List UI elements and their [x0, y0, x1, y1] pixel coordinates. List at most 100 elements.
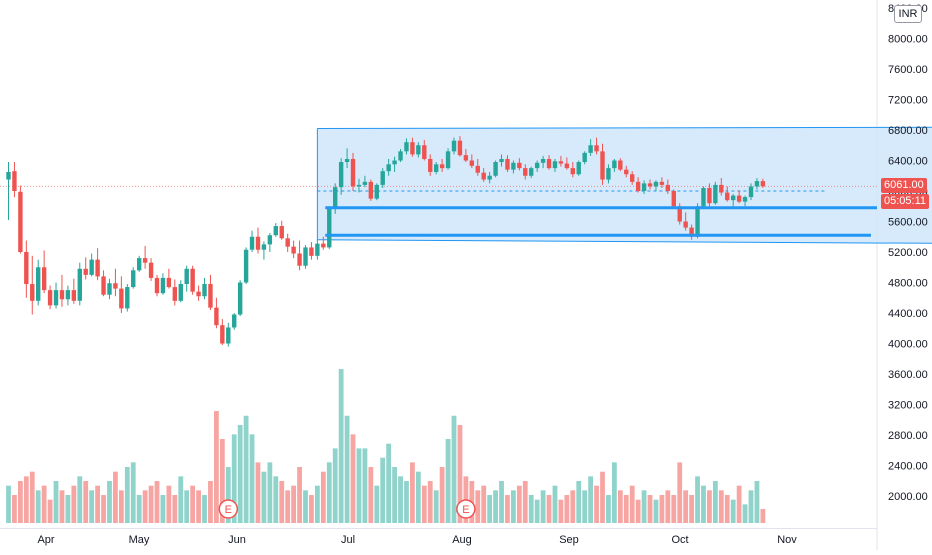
- candle-body: [618, 160, 623, 170]
- volume-bar: [451, 415, 457, 523]
- candle-body: [142, 258, 148, 263]
- candle-body: [297, 253, 302, 266]
- volume-bar: [380, 457, 386, 523]
- candle-body: [321, 243, 326, 248]
- candle-body: [445, 151, 451, 169]
- volume-bar: [202, 495, 207, 523]
- candle-body: [136, 258, 142, 271]
- price-tick-label: 5200.00: [888, 247, 928, 259]
- volume-bar: [344, 415, 350, 523]
- last-price-badge: 6061.00: [881, 178, 927, 194]
- volume-bar: [160, 495, 166, 523]
- candle-body: [380, 171, 385, 185]
- volume-bar: [404, 481, 409, 523]
- month-tick-label: Nov: [777, 534, 797, 546]
- candle-body: [267, 235, 273, 245]
- candle-body: [374, 184, 379, 199]
- month-tick-label: May: [129, 534, 150, 546]
- candle-body: [713, 184, 718, 204]
- candle-body: [606, 168, 611, 180]
- price-channel[interactable]: [0, 126, 932, 244]
- volume-bar: [611, 462, 617, 523]
- bar-countdown-badge: 05:05:11: [881, 194, 930, 210]
- volume-bar: [297, 467, 302, 523]
- candle-body: [730, 195, 736, 201]
- volume-bar: [12, 495, 17, 523]
- volume-bar: [653, 499, 659, 523]
- candle-body: [273, 226, 278, 236]
- volume-bar: [124, 467, 130, 523]
- volume-bar: [528, 495, 534, 523]
- candle-body: [576, 162, 581, 175]
- earnings-marker: [456, 499, 476, 519]
- candle-body: [469, 160, 475, 166]
- candle-body: [386, 164, 391, 172]
- candle-body: [552, 161, 558, 169]
- price-tick-label: 4800.00: [888, 278, 928, 290]
- volume-bar: [136, 495, 142, 523]
- earnings-marker-label: E: [225, 504, 232, 516]
- volume-bar: [671, 495, 677, 523]
- volume-bar: [261, 471, 267, 523]
- price-tick-label: 7200.00: [888, 95, 928, 107]
- candle-body: [689, 227, 694, 237]
- price-tick-label: 2000.00: [888, 491, 928, 503]
- volume-bar: [576, 481, 582, 523]
- volume-bar: [516, 485, 522, 523]
- price-tick-label: 8000.00: [888, 34, 928, 46]
- price-axis[interactable]: 2000.00 2400.00 2800.00 3200.00 3600.00 4000.…: [888, 3, 928, 503]
- candle-body: [220, 325, 225, 344]
- candle-body: [398, 151, 403, 161]
- volume-bar: [35, 490, 41, 523]
- candle-body: [344, 158, 350, 163]
- currency-badge[interactable]: INR: [894, 5, 922, 23]
- candle-body: [754, 181, 760, 187]
- time-axis[interactable]: Apr May Jun Jul Aug Sep Oct Nov: [37, 534, 797, 546]
- volume-bar: [712, 481, 718, 523]
- candle-body: [463, 155, 469, 161]
- volume-bar: [701, 485, 706, 523]
- candle-body: [202, 284, 207, 297]
- candle-body: [523, 168, 528, 176]
- price-tick-label: 4400.00: [888, 308, 928, 320]
- candle-body: [53, 290, 59, 306]
- volume-bar: [564, 495, 570, 523]
- candle-body: [570, 168, 575, 175]
- volume-bar: [600, 471, 605, 523]
- candle-body: [677, 206, 682, 222]
- candle-body: [184, 268, 189, 285]
- volume-bar: [511, 490, 516, 523]
- candle-body: [303, 247, 308, 266]
- candle-body: [748, 186, 754, 198]
- volume-bar: [665, 490, 671, 523]
- candle-body: [131, 270, 136, 288]
- volume-bar: [190, 485, 196, 523]
- volume-bar: [356, 448, 362, 523]
- volume-bar: [6, 485, 11, 523]
- candle-body: [47, 290, 53, 306]
- volume-bar: [362, 448, 368, 523]
- candle-body: [517, 162, 522, 169]
- candle-body: [719, 184, 724, 193]
- volume-bar: [184, 490, 190, 523]
- candle-body: [582, 152, 587, 163]
- volume-bar: [77, 476, 83, 523]
- volume-bar: [570, 490, 576, 523]
- candle-body: [208, 284, 213, 308]
- volume-bar: [208, 481, 213, 523]
- candle-body: [36, 267, 41, 301]
- support-lines[interactable]: [325, 206, 877, 237]
- candle-body: [285, 238, 290, 247]
- volume-bar: [730, 499, 736, 523]
- volume-bar: [279, 481, 285, 523]
- candles: [6, 136, 766, 347]
- volume-bar: [350, 434, 356, 523]
- candle-body: [540, 158, 546, 163]
- candle-body: [125, 287, 130, 309]
- candle-body: [315, 243, 320, 256]
- volume-bar: [505, 495, 510, 523]
- candle-body: [309, 247, 314, 256]
